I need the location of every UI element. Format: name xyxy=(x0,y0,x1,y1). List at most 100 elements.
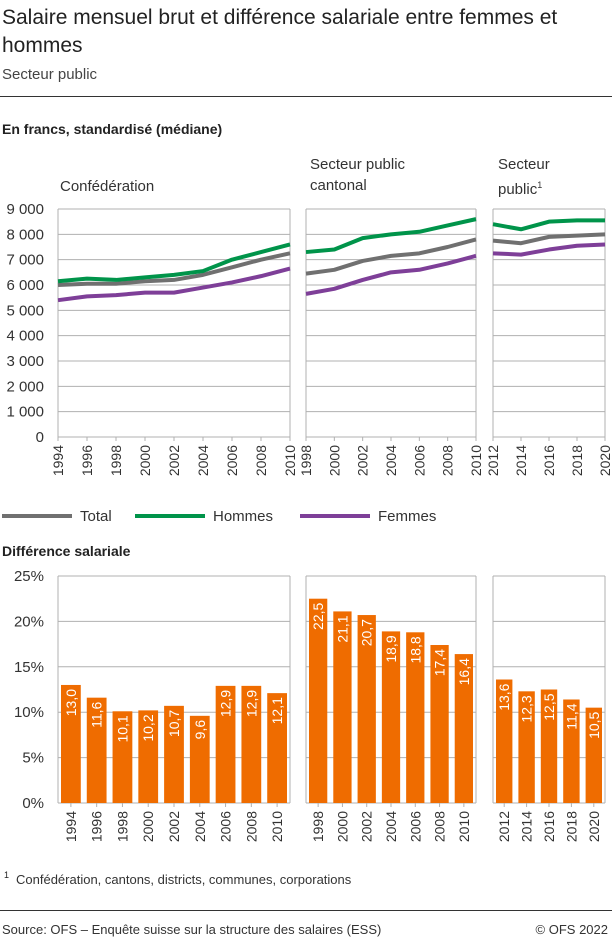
y-tick-label: 3 000 xyxy=(6,353,44,370)
bar-value-label: 10,1 xyxy=(114,715,130,742)
y-tick-label: 5 000 xyxy=(6,302,44,319)
bar-value-label: 12,5 xyxy=(541,693,557,720)
y-tick-label: 5% xyxy=(22,750,44,767)
x-tick-label: 2006 xyxy=(407,811,423,842)
x-tick-label: 2010 xyxy=(269,811,285,842)
bar xyxy=(381,631,401,803)
x-tick-label: 2004 xyxy=(195,445,211,476)
x-tick-label: 2010 xyxy=(456,811,472,842)
source: Source: OFS – Enquête suisse sur la stru… xyxy=(2,922,382,937)
x-tick-label: 2012 xyxy=(485,445,501,476)
bar xyxy=(406,632,425,803)
bar xyxy=(138,710,159,803)
x-tick-label: 2020 xyxy=(597,445,612,476)
x-tick-label: 2014 xyxy=(519,811,535,842)
bar xyxy=(540,689,558,803)
bar-value-label: 18,8 xyxy=(407,636,423,663)
bar-value-label: 18,9 xyxy=(383,635,399,662)
bar-value-label: 22,5 xyxy=(310,602,326,629)
y-tick-label: 2 000 xyxy=(6,378,44,395)
y-tick-label: 9 000 xyxy=(6,201,44,218)
x-tick-label: 2018 xyxy=(563,811,579,842)
x-tick-label: 2010 xyxy=(282,445,298,476)
y-tick-label: 0 xyxy=(36,429,44,446)
legend-label-hommes: Hommes xyxy=(213,508,273,525)
x-tick-label: 2000 xyxy=(140,811,156,842)
x-tick-label: 1996 xyxy=(79,445,95,476)
bar-value-label: 12,9 xyxy=(243,690,259,717)
x-tick-label: 2006 xyxy=(411,445,427,476)
bar xyxy=(61,684,81,803)
bar-value-label: 12,9 xyxy=(218,690,234,717)
bar-value-label: 10,5 xyxy=(586,711,602,738)
bar-value-label: 21,1 xyxy=(334,615,350,642)
x-tick-label: 2002 xyxy=(166,445,182,476)
bar xyxy=(563,699,580,803)
bar-value-label: 11,4 xyxy=(563,703,579,729)
x-tick-label: 2014 xyxy=(513,445,529,476)
x-tick-label: 1998 xyxy=(310,811,326,842)
chart-title: Salaire mensuel brut et différence salar… xyxy=(2,6,558,57)
bar xyxy=(215,685,236,803)
bar-section-title: Différence salariale xyxy=(2,543,131,559)
y-tick-label: 0% xyxy=(22,795,44,812)
footnote-ref: 1 xyxy=(537,180,543,190)
x-tick-label: 2004 xyxy=(192,811,208,842)
line-total xyxy=(57,251,291,287)
line-hommes xyxy=(492,218,605,232)
y-tick-label: 1 000 xyxy=(6,404,44,421)
bar-value-label: 13,0 xyxy=(63,689,79,716)
bar xyxy=(164,705,184,803)
bar xyxy=(496,679,513,803)
y-tick-label: 15% xyxy=(14,659,44,676)
bar xyxy=(309,598,328,803)
panel-title-public: Secteur public1 xyxy=(498,154,578,200)
y-tick-label: 7 000 xyxy=(6,252,44,269)
x-tick-label: 2016 xyxy=(541,811,557,842)
bar xyxy=(86,697,107,803)
bar-value-label: 17,4 xyxy=(432,649,448,676)
x-tick-label: 2000 xyxy=(326,445,342,476)
bar-value-label: 13,6 xyxy=(496,683,512,710)
bar xyxy=(357,615,376,803)
x-tick-label: 1996 xyxy=(89,811,105,842)
x-tick-label: 2000 xyxy=(334,811,350,842)
x-tick-label: 2006 xyxy=(218,811,234,842)
y-tick-label: 4 000 xyxy=(6,328,44,345)
chart-subtitle: Secteur public xyxy=(2,66,98,83)
x-tick-label: 1994 xyxy=(63,811,79,842)
x-tick-label: 2008 xyxy=(243,811,259,842)
bar-value-label: 20,7 xyxy=(359,619,375,646)
y-tick-label: 25% xyxy=(14,568,44,585)
x-tick-label: 2004 xyxy=(383,445,399,476)
bar-value-label: 11,6 xyxy=(89,701,105,727)
line-femmes xyxy=(57,266,291,303)
bar xyxy=(241,685,262,803)
y-tick-label: 10% xyxy=(14,704,44,721)
bar xyxy=(112,711,133,803)
line-hommes xyxy=(57,242,291,284)
divider xyxy=(0,910,612,911)
x-tick-label: 2016 xyxy=(541,445,557,476)
line-section-title: En francs, standardisé (médiane) xyxy=(2,121,223,137)
x-tick-label: 2008 xyxy=(253,445,269,476)
x-tick-label: 1994 xyxy=(50,445,66,476)
bar xyxy=(585,707,602,803)
line-femmes xyxy=(305,253,477,296)
panel-title-public-text: Secteur public xyxy=(498,156,550,198)
x-tick-label: 1998 xyxy=(298,445,314,476)
footnote-marker: 1 xyxy=(4,870,10,880)
y-tick-label: 8 000 xyxy=(6,226,44,243)
bar xyxy=(189,715,210,803)
bar xyxy=(430,645,449,803)
bar-value-label: 9,6 xyxy=(192,720,208,740)
x-tick-label: 2018 xyxy=(569,445,585,476)
x-tick-label: 2008 xyxy=(440,445,456,476)
legend-label-total: Total xyxy=(80,508,112,525)
x-tick-label: 2006 xyxy=(224,445,240,476)
x-tick-label: 2002 xyxy=(166,811,182,842)
bar-value-label: 16,4 xyxy=(456,658,472,685)
bar xyxy=(267,693,287,803)
